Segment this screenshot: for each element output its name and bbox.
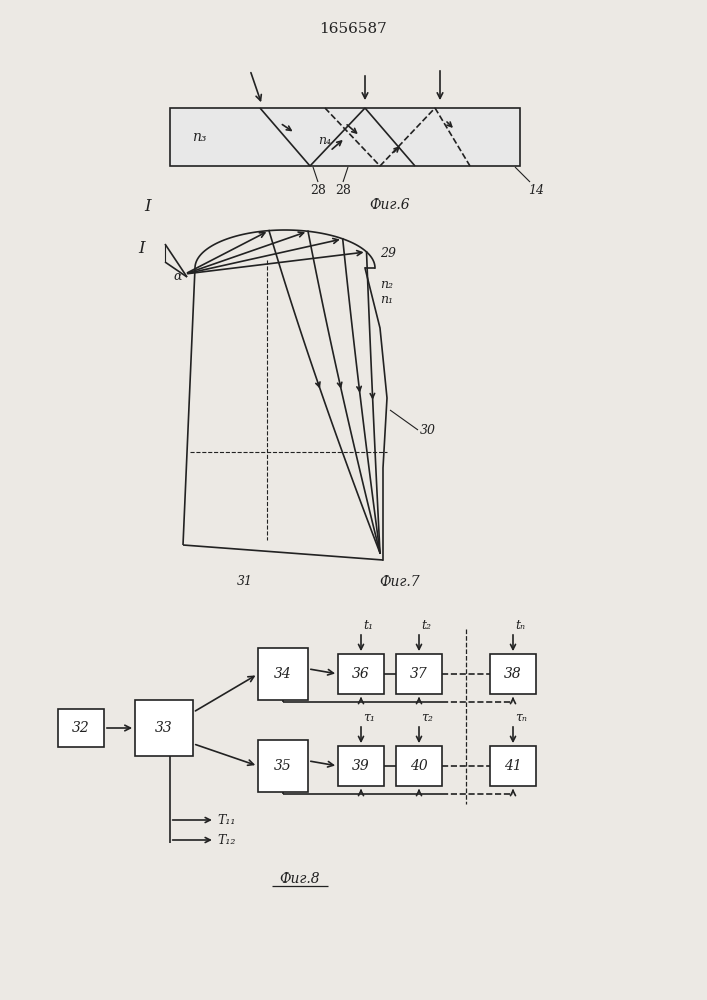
Text: n₂: n₂	[380, 278, 393, 291]
Text: 32: 32	[72, 721, 90, 735]
Text: Фиг.7: Фиг.7	[380, 575, 421, 589]
Bar	[338, 746, 384, 786]
Text: 28: 28	[310, 184, 326, 197]
Text: 29: 29	[380, 247, 396, 260]
Bar	[58, 709, 104, 747]
Text: T₁₁: T₁₁	[218, 814, 236, 826]
Text: 30: 30	[420, 424, 436, 436]
Text: 41: 41	[504, 759, 522, 773]
Text: 40: 40	[410, 759, 428, 773]
Bar	[135, 700, 193, 756]
Text: T₁₂: T₁₂	[218, 834, 236, 846]
Bar	[490, 654, 536, 694]
Text: τₙ: τₙ	[515, 711, 527, 724]
Text: n₄: n₄	[318, 134, 331, 147]
Text: I: I	[139, 240, 145, 257]
Text: 31: 31	[237, 575, 253, 588]
Text: α: α	[173, 270, 182, 283]
Text: 39: 39	[352, 759, 370, 773]
Text: n₃: n₃	[192, 130, 206, 144]
Bar	[490, 746, 536, 786]
Bar	[258, 740, 308, 792]
Text: 37: 37	[410, 667, 428, 681]
Text: τ₂: τ₂	[421, 711, 433, 724]
Text: 33: 33	[155, 721, 173, 735]
Text: 38: 38	[504, 667, 522, 681]
Bar	[396, 746, 442, 786]
Text: 36: 36	[352, 667, 370, 681]
Text: I: I	[145, 198, 151, 215]
Text: Фиг.8: Фиг.8	[280, 872, 320, 886]
Text: τ₁: τ₁	[363, 711, 375, 724]
Text: t₁: t₁	[363, 619, 373, 632]
Text: Фиг.6: Фиг.6	[370, 198, 410, 212]
Text: n₁: n₁	[380, 293, 393, 306]
Text: 35: 35	[274, 759, 292, 773]
Text: t₂: t₂	[421, 619, 431, 632]
Bar	[258, 648, 308, 700]
Bar	[170, 108, 520, 166]
Text: 34: 34	[274, 667, 292, 681]
Bar	[338, 654, 384, 694]
Text: 28: 28	[335, 184, 351, 197]
Bar	[396, 654, 442, 694]
Text: 1656587: 1656587	[319, 22, 387, 36]
Text: 14: 14	[528, 184, 544, 197]
Text: tₙ: tₙ	[515, 619, 525, 632]
